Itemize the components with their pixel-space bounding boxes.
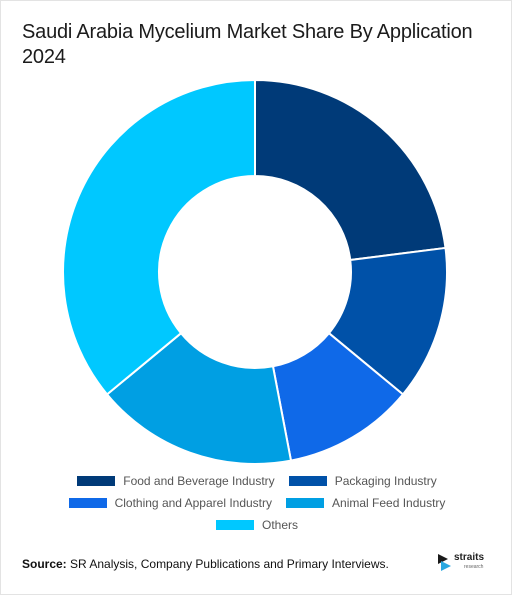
legend-label: Packaging Industry <box>334 474 437 488</box>
legend-item-clothing-and-apparel[interactable]: Clothing and Apparel Industry <box>68 496 273 510</box>
legend-label: Clothing and Apparel Industry <box>114 496 273 510</box>
donut-slice-food-and-beverage-industry[interactable] <box>254 78 447 262</box>
legend-swatch <box>68 498 107 508</box>
legend: Food and Beverage Industry Packaging Ind… <box>0 470 514 536</box>
legend-swatch <box>288 476 327 486</box>
chart-title: Saudi Arabia Mycelium Market Share By Ap… <box>22 21 473 68</box>
donut-slice-others[interactable] <box>62 78 256 396</box>
straits-logo: straits research <box>436 549 492 575</box>
source-label: Source: <box>22 557 67 571</box>
straits-logo-icon <box>438 554 451 571</box>
source-note: Source: SR Analysis, Company Publication… <box>22 557 389 571</box>
legend-swatch <box>77 476 116 486</box>
legend-label: Others <box>261 518 298 532</box>
legend-row-2: Clothing and Apparel Industry Animal Fee… <box>0 492 514 514</box>
legend-item-animal-feed[interactable]: Animal Feed Industry <box>286 496 445 510</box>
legend-label: Food and Beverage Industry <box>123 474 275 488</box>
legend-row-3: Others <box>0 514 514 536</box>
legend-swatch <box>215 520 254 530</box>
logo-sub: research <box>464 564 484 570</box>
logo-name: straits <box>454 552 485 563</box>
legend-swatch <box>286 498 325 508</box>
legend-item-packaging[interactable]: Packaging Industry <box>288 474 437 488</box>
donut-chart <box>62 78 448 465</box>
legend-item-food-and-beverage[interactable]: Food and Beverage Industry <box>77 474 275 488</box>
legend-row-1: Food and Beverage Industry Packaging Ind… <box>0 470 514 492</box>
legend-item-others[interactable]: Others <box>215 518 298 532</box>
legend-label: Animal Feed Industry <box>332 496 446 510</box>
source-text: SR Analysis, Company Publications and Pr… <box>70 557 389 571</box>
donut-slice-animal-feed-industry[interactable] <box>105 331 293 465</box>
